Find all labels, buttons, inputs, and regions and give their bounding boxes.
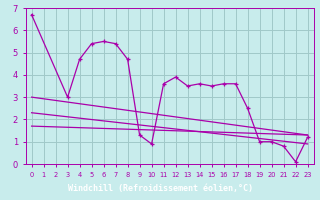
- Text: Windchill (Refroidissement éolien,°C): Windchill (Refroidissement éolien,°C): [68, 184, 252, 193]
